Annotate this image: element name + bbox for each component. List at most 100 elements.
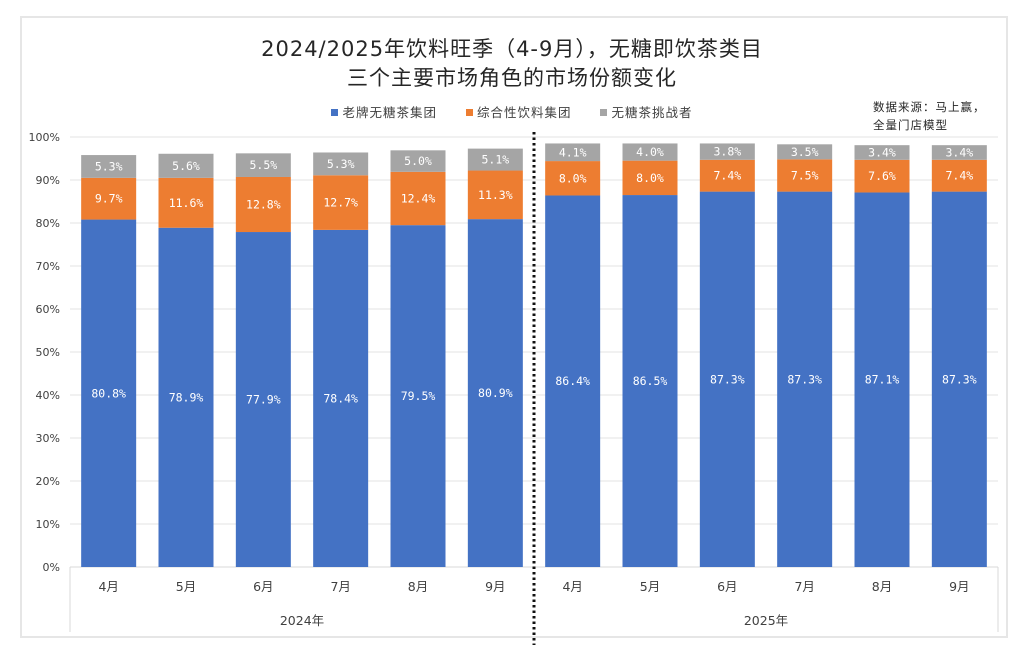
bar-segment <box>931 145 987 160</box>
data-label: 78.9% <box>169 390 204 404</box>
data-label: 3.8% <box>713 145 741 159</box>
data-label: 87.3% <box>787 372 822 386</box>
data-label: 87.3% <box>710 372 745 386</box>
bar-segment <box>81 219 137 567</box>
x-group-label: 2024年 <box>280 613 324 628</box>
data-label: 5.5% <box>249 158 277 172</box>
data-label: 5.6% <box>172 159 200 173</box>
bar-segment <box>158 227 214 568</box>
bar-segment <box>235 153 291 177</box>
x-category-label: 8月 <box>872 579 892 594</box>
bar-segment <box>622 160 678 196</box>
x-category-label: 4月 <box>562 579 582 594</box>
x-category-label: 8月 <box>408 579 428 594</box>
x-category-label: 6月 <box>253 579 273 594</box>
data-label: 7.5% <box>791 168 819 182</box>
source-line: 数据来源：马上赢， <box>873 100 986 114</box>
bar-segment <box>235 232 291 567</box>
bar-segment <box>699 159 755 192</box>
bar-segment <box>390 225 446 567</box>
data-label: 4.0% <box>636 145 664 159</box>
x-category-label: 6月 <box>717 579 737 594</box>
y-tick-label: 30% <box>36 432 60 445</box>
legend-swatch-2 <box>600 109 608 116</box>
bar-segment <box>699 143 755 160</box>
data-label: 3.4% <box>868 145 896 159</box>
legend-label: 综合性饮料集团 <box>476 105 572 120</box>
y-tick-label: 100% <box>29 131 60 144</box>
legend-item: 综合性饮料集团 <box>465 102 572 121</box>
data-label: 8.0% <box>636 171 664 185</box>
bar-segment <box>622 195 678 568</box>
bar-segment <box>467 148 523 171</box>
data-label: 5.0% <box>404 154 432 168</box>
data-label: 87.3% <box>942 372 977 386</box>
x-category-label: 4月 <box>98 579 118 594</box>
y-tick-label: 50% <box>36 346 60 359</box>
bar-segment <box>699 191 755 568</box>
bar-segment <box>545 161 601 196</box>
bar-segment <box>854 145 910 160</box>
data-label: 12.8% <box>246 198 281 212</box>
bar-segment <box>777 159 833 192</box>
data-label: 11.6% <box>169 196 204 210</box>
data-source-note: 数据来源：马上赢， 全量门店模型 <box>873 98 986 134</box>
data-label: 5.3% <box>327 157 355 171</box>
y-tick-label: 10% <box>36 518 60 531</box>
y-tick-label: 40% <box>36 389 60 402</box>
y-tick-label: 20% <box>36 475 60 488</box>
bar-segment <box>777 144 833 160</box>
y-tick-label: 90% <box>36 174 60 187</box>
bar-segment <box>467 219 523 567</box>
bar-segment <box>313 175 369 230</box>
bar-segment <box>390 150 446 172</box>
y-tick-label: 0% <box>43 561 60 574</box>
data-label: 86.5% <box>633 374 668 388</box>
legend-swatch-0 <box>331 109 339 116</box>
bar-segment <box>854 159 910 193</box>
data-label: 7.4% <box>713 169 741 183</box>
bar-segment <box>467 170 523 220</box>
bar-segment <box>545 195 601 568</box>
legend: 老牌无糖茶集团 综合性饮料集团 无糖茶挑战者 <box>0 102 1024 121</box>
chart-title: 2024/2025年饮料旺季（4-9月），无糖即饮茶类目 <box>261 37 763 61</box>
bar-segment <box>931 159 987 192</box>
legend-item: 老牌无糖茶集团 <box>331 102 437 121</box>
legend-label: 老牌无糖茶集团 <box>342 105 437 120</box>
bar-segment <box>390 171 446 226</box>
data-label: 80.8% <box>91 386 126 400</box>
bar-segment <box>545 143 601 162</box>
data-label: 78.4% <box>323 391 358 405</box>
bar-segment <box>81 177 137 220</box>
legend-item: 无糖茶挑战者 <box>600 102 692 121</box>
bar-segment <box>777 191 833 568</box>
bar-segment <box>313 152 369 176</box>
data-label: 77.9% <box>246 393 281 407</box>
bar-segment <box>235 176 291 233</box>
data-label: 87.1% <box>865 373 900 387</box>
data-label: 7.6% <box>868 169 896 183</box>
bar-segment <box>854 192 910 567</box>
x-group-label: 2025年 <box>744 613 788 628</box>
data-label: 79.5% <box>401 389 436 403</box>
x-category-label: 9月 <box>949 579 969 594</box>
x-category-label: 7月 <box>794 579 814 594</box>
data-label: 11.3% <box>478 188 513 202</box>
bar-segment <box>931 191 987 568</box>
bar-segment <box>158 153 214 178</box>
x-category-label: 9月 <box>485 579 505 594</box>
data-label: 8.0% <box>559 171 587 185</box>
data-label: 3.5% <box>791 145 819 159</box>
data-label: 12.4% <box>401 191 436 205</box>
data-label: 3.4% <box>945 145 973 159</box>
x-category-label: 5月 <box>640 579 660 594</box>
bar-segment <box>81 155 137 178</box>
legend-swatch-1 <box>465 109 473 116</box>
x-category-label: 7月 <box>330 579 350 594</box>
bar-segment <box>158 177 214 228</box>
data-label: 5.3% <box>95 159 123 173</box>
legend-label: 无糖茶挑战者 <box>611 105 693 120</box>
data-label: 12.7% <box>323 196 358 210</box>
data-label: 9.7% <box>95 192 123 206</box>
